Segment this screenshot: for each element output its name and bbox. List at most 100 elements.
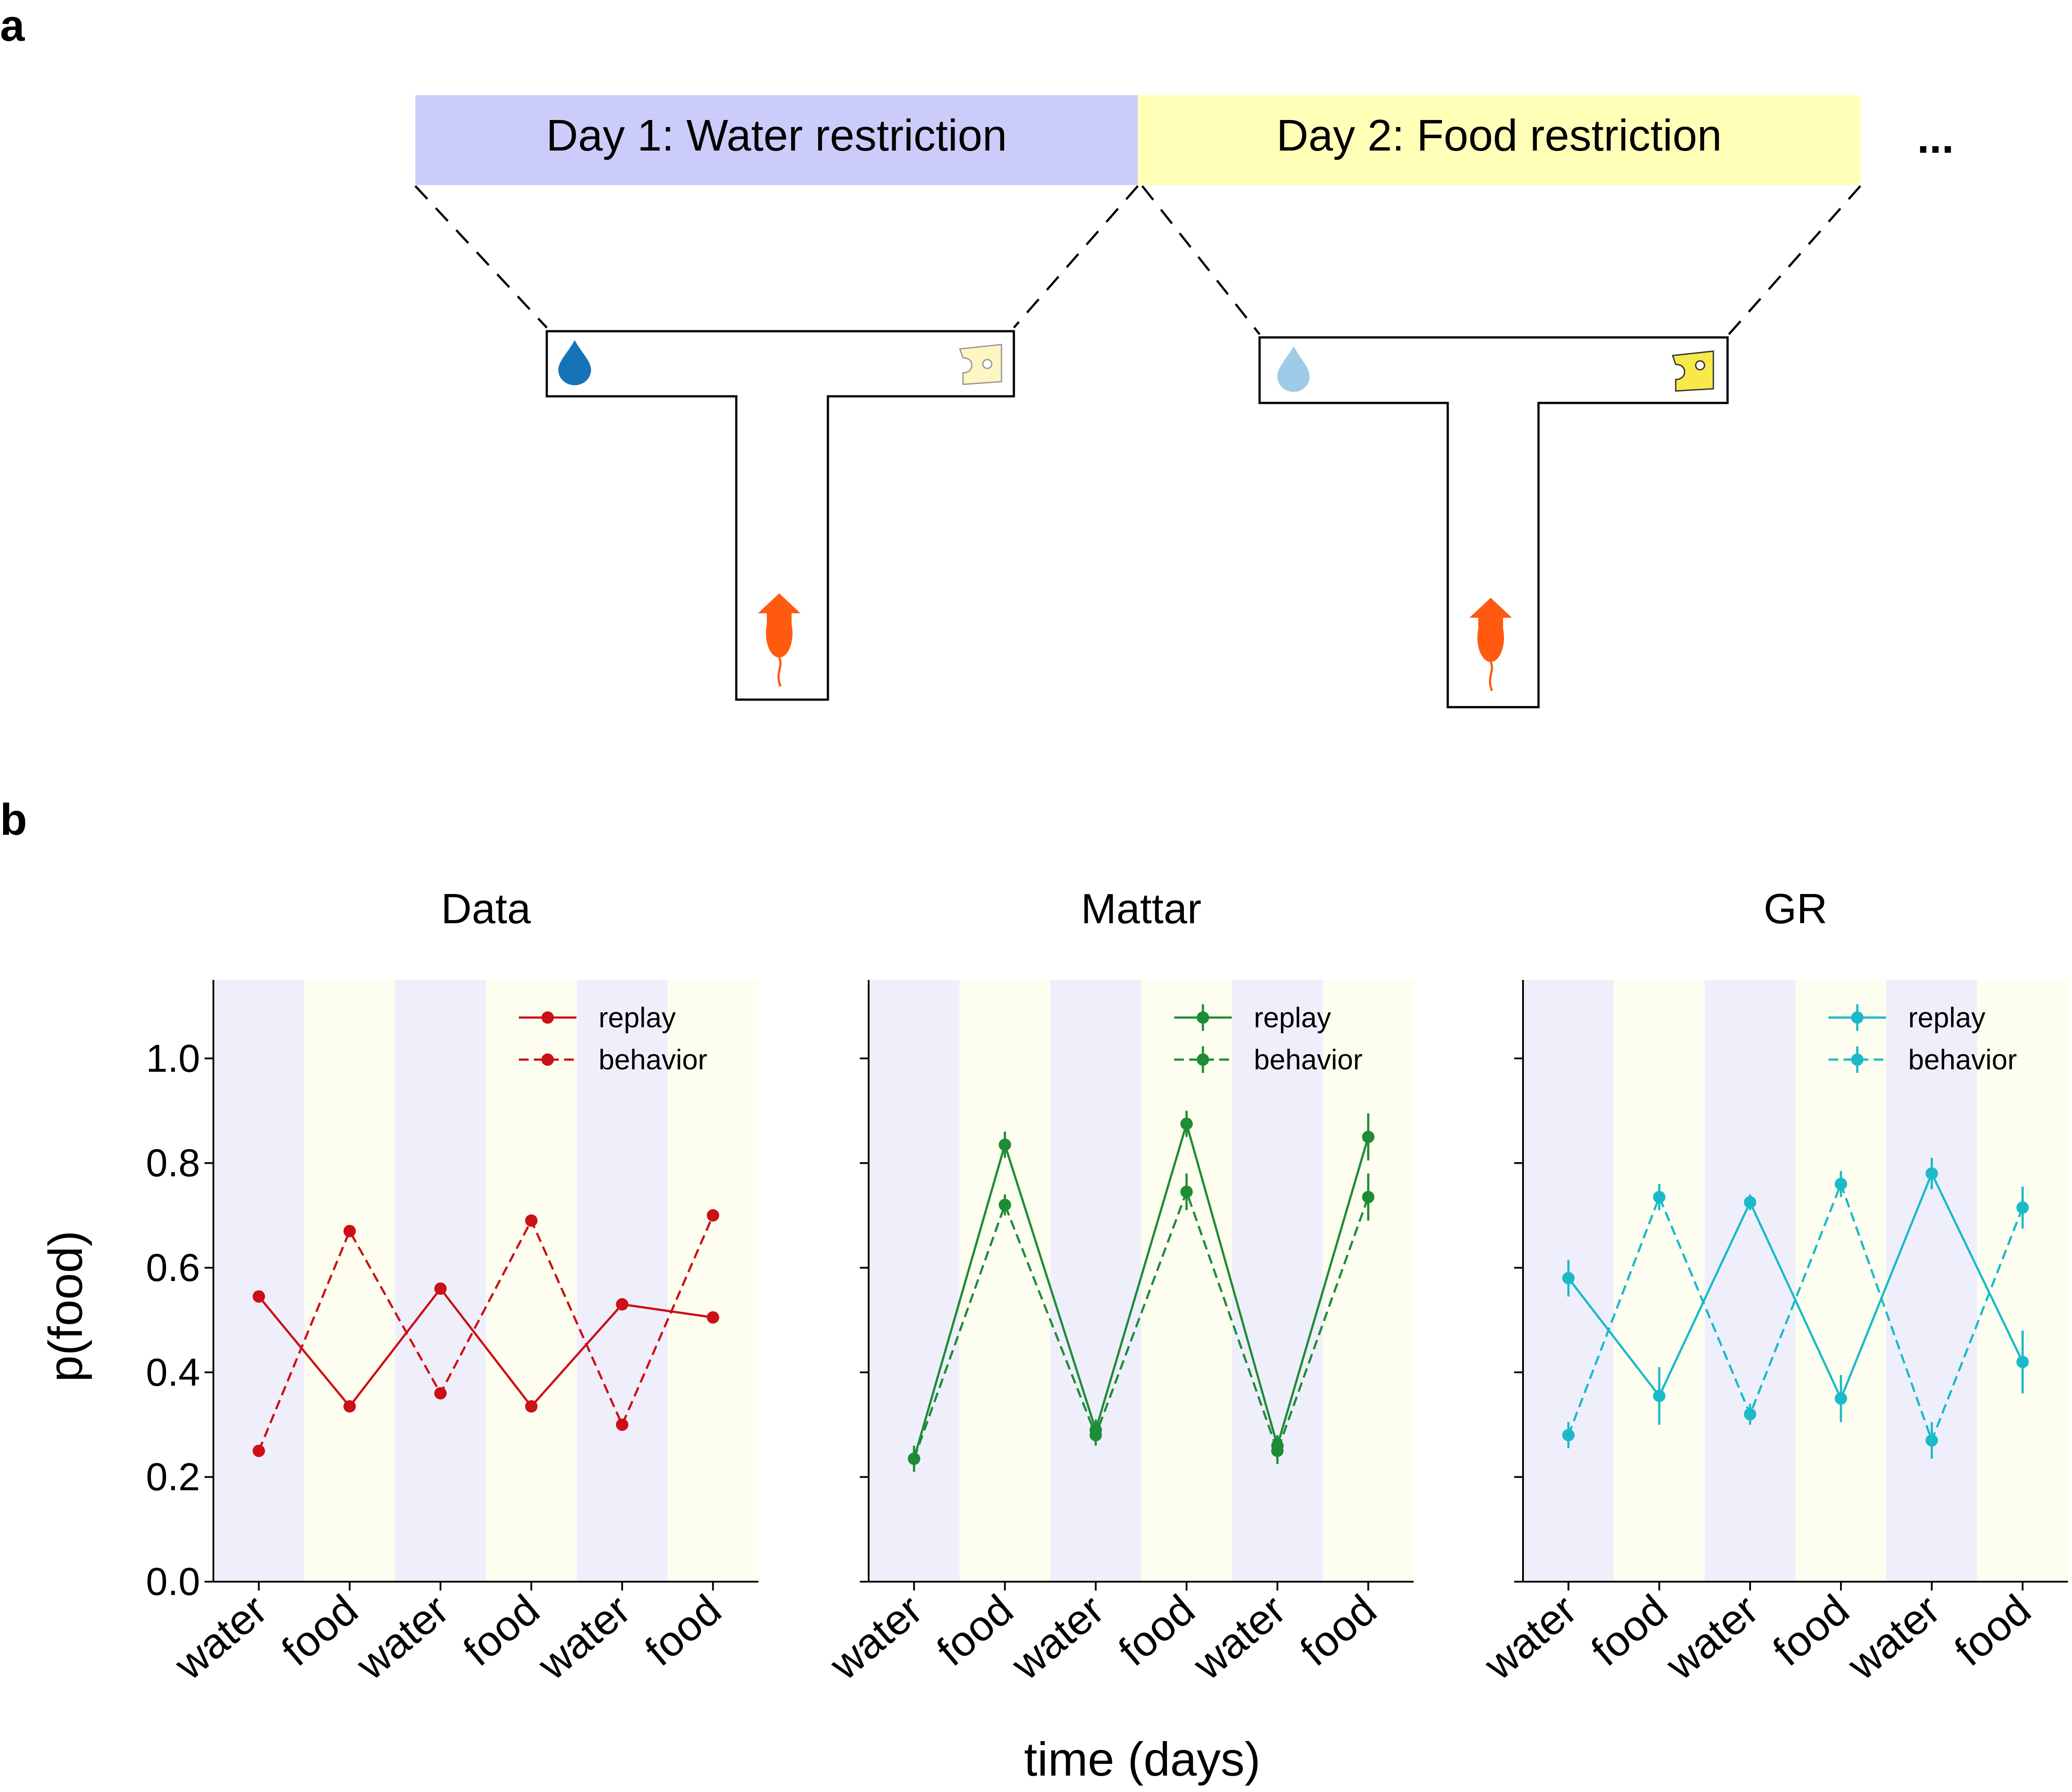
data-point-behavior <box>2016 1201 2029 1214</box>
day-timeline: Day 1: Water restriction Day 2: Food res… <box>415 95 1954 185</box>
bg-band-food <box>1614 980 1705 1582</box>
x-tick-label: food <box>636 1586 730 1675</box>
chart-data: Data0.00.20.40.60.81.0waterfoodwaterfood… <box>146 885 759 1689</box>
bg-band-food <box>1141 980 1233 1582</box>
x-tick-label: water <box>1475 1586 1585 1689</box>
data-point-replay <box>343 1400 356 1413</box>
series-behavior <box>908 1173 1375 1472</box>
data-point-replay <box>1562 1272 1575 1285</box>
zoom-line-day1-right <box>1013 185 1139 329</box>
t-maze-outline <box>545 330 1015 701</box>
legend-marker-behavior <box>541 1053 554 1066</box>
chart-title: Data <box>441 885 531 933</box>
legend-label-behavior: behavior <box>599 1044 707 1076</box>
x-tick-label: water <box>821 1586 931 1689</box>
t-maze-outline <box>1258 336 1729 708</box>
data-point-replay <box>1653 1389 1666 1402</box>
bg-band-water <box>1886 980 1978 1582</box>
water-drop-icon <box>1277 346 1310 392</box>
mouse-tail <box>1489 661 1493 691</box>
data-point-replay <box>252 1290 265 1303</box>
mouse-tail <box>777 657 782 687</box>
data-point-behavior <box>1562 1429 1575 1442</box>
series-line-replay <box>258 1287 713 1409</box>
data-point-replay <box>1835 1392 1848 1405</box>
cheese-icon <box>959 344 1002 385</box>
y-tick-label: 1.0 <box>146 1036 200 1080</box>
y-tick-label: 0.0 <box>146 1560 200 1603</box>
data-point-behavior <box>1925 1434 1938 1447</box>
day2-label: Day 2: Food restriction <box>1276 111 1722 160</box>
zoom-lines <box>414 185 1861 335</box>
data-point-replay <box>1925 1167 1938 1180</box>
zoom-line-day2-right <box>1728 185 1861 335</box>
legend-label-replay: replay <box>1254 1002 1331 1033</box>
cheese-hole <box>982 359 993 369</box>
series-behavior <box>1562 1171 2029 1459</box>
bg-band-food <box>1795 980 1887 1582</box>
x-tick-label: food <box>1291 1586 1385 1675</box>
data-point-replay <box>434 1282 447 1295</box>
data-point-behavior <box>252 1444 265 1457</box>
data-point-replay <box>1362 1130 1375 1143</box>
x-tick-label: water <box>1184 1586 1294 1689</box>
x-tick-label: water <box>347 1586 457 1689</box>
x-tick-label: water <box>1838 1586 1948 1689</box>
panel-a-label: a <box>0 1 25 50</box>
ellipsis: ... <box>1917 113 1954 163</box>
cheese-hole <box>1695 360 1705 371</box>
day2-band <box>1138 95 1860 185</box>
x-tick-label: food <box>1764 1586 1858 1675</box>
data-point-behavior <box>998 1199 1011 1211</box>
legend-marker-behavior <box>1197 1053 1209 1066</box>
chart-title: Mattar <box>1081 885 1201 933</box>
data-point-behavior <box>1743 1408 1756 1420</box>
mouse-icon <box>766 609 792 658</box>
y-axis-label: p(food) <box>39 1231 92 1382</box>
legend-label-replay: replay <box>599 1002 676 1033</box>
charts: Data0.00.20.40.60.81.0waterfoodwaterfood… <box>146 885 2068 1689</box>
y-tick-label: 0.4 <box>146 1350 200 1394</box>
data-point-replay <box>616 1298 629 1311</box>
bg-band-food <box>486 980 577 1582</box>
bg-band-food <box>304 980 395 1582</box>
data-point-replay <box>525 1400 538 1413</box>
series-replay <box>252 1282 719 1413</box>
x-tick-label: water <box>1657 1586 1767 1689</box>
mouse-icon <box>1477 613 1504 662</box>
data-point-replay <box>1180 1117 1193 1130</box>
x-tick-label: food <box>1110 1586 1204 1675</box>
bg-band-water <box>1050 980 1141 1582</box>
bg-band-water <box>576 980 668 1582</box>
legend-marker-replay <box>541 1011 554 1024</box>
bg-band-water <box>1705 980 1796 1582</box>
panel-b-label: b <box>0 795 27 844</box>
legend-label-behavior: behavior <box>1908 1044 2017 1076</box>
x-tick-label: food <box>928 1586 1022 1675</box>
day1-band <box>415 95 1138 185</box>
data-point-behavior <box>908 1452 920 1465</box>
data-point-behavior <box>1089 1429 1102 1442</box>
data-point-replay <box>707 1311 719 1324</box>
data-point-behavior <box>525 1214 538 1227</box>
x-tick-label: water <box>1002 1586 1113 1689</box>
series-line-behavior <box>1567 1180 2024 1444</box>
t-maze-day1 <box>545 330 1015 701</box>
legend-label-behavior: behavior <box>1254 1044 1363 1076</box>
bg-band-food <box>1977 980 2068 1582</box>
data-point-behavior <box>343 1225 356 1238</box>
data-point-behavior <box>707 1209 719 1222</box>
x-tick-label: food <box>1582 1586 1676 1675</box>
legend-marker-replay <box>1197 1011 1209 1024</box>
x-axis-label: time (days) <box>1024 1732 1260 1786</box>
bg-band-water <box>213 980 305 1582</box>
legend-marker-behavior <box>1851 1053 1863 1066</box>
bg-band-water <box>395 980 486 1582</box>
x-tick-label: food <box>1946 1586 2040 1675</box>
data-point-replay <box>998 1138 1011 1151</box>
series-line-replay <box>1567 1171 2024 1401</box>
bg-band-water <box>1232 980 1323 1582</box>
y-tick-label: 0.8 <box>146 1141 200 1185</box>
t-maze-day2 <box>1258 336 1729 708</box>
series-replay <box>1562 1157 2029 1425</box>
